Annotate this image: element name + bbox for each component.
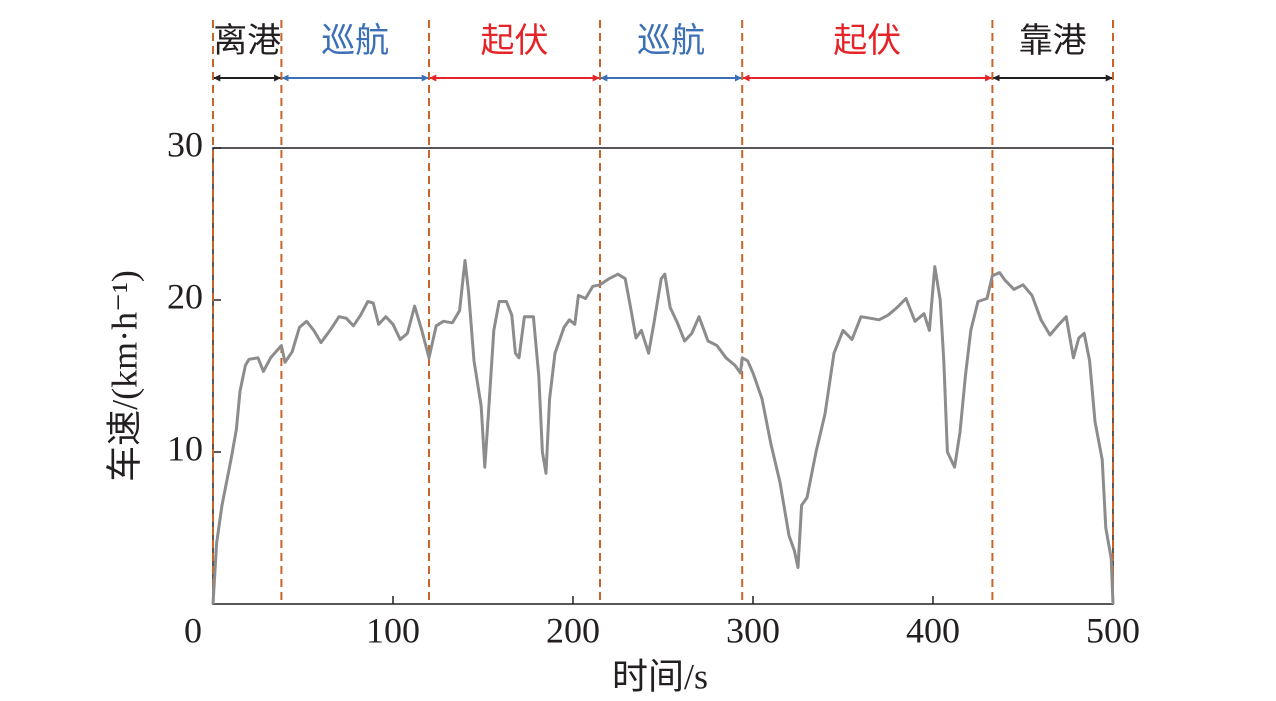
y-tick-label: 20: [167, 276, 203, 316]
y-axis-title: 车速/(km·h⁻¹): [104, 270, 144, 482]
x-tick-label: 500: [1086, 610, 1140, 650]
phase-label: 巡航: [321, 22, 389, 60]
x-tick-label: 100: [366, 610, 420, 650]
y-tick-label: 10: [167, 428, 203, 468]
phase-label: 起伏: [481, 22, 549, 60]
plot-frame: [212, 147, 1114, 605]
speed-line: [211, 259, 1115, 605]
phase-label: 起伏: [833, 22, 901, 60]
x-axis-title: 时间/s: [612, 656, 708, 696]
phase-label: 离港: [213, 22, 281, 60]
x-tick-label: 300: [726, 610, 780, 650]
x-tick-label: 200: [546, 610, 600, 650]
phase-label: 巡航: [637, 22, 705, 60]
x-tick-label: 400: [906, 610, 960, 650]
y-tick-label: 30: [167, 124, 203, 164]
phase-label: 靠港: [1019, 22, 1087, 60]
x-tick-label: 0: [184, 610, 202, 650]
